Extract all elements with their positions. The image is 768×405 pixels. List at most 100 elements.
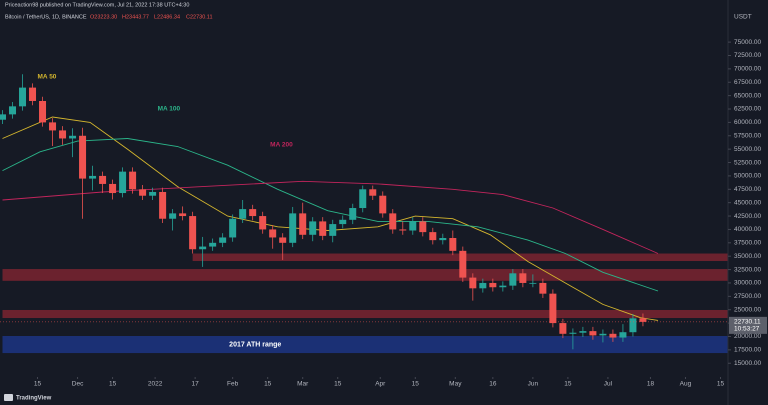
candle-body [319, 221, 327, 236]
y-tick-label: 65000.00 [734, 92, 761, 99]
y-tick-label: 67500.00 [734, 79, 761, 86]
y-tick-label: 55000.00 [734, 146, 761, 153]
candle-body [209, 242, 217, 247]
candle-body [529, 282, 537, 284]
candle-body [439, 238, 447, 241]
y-tick-label: 20000.00 [734, 333, 761, 340]
x-tick-label: Jul [604, 381, 613, 388]
x-tick-label: Jun [528, 381, 539, 388]
candle-body [79, 135, 87, 179]
candle-body [309, 221, 317, 235]
x-tick-label: 17 [192, 381, 200, 388]
symbol: Bitcoin / TetherUS, 1D, BINANCE [5, 14, 87, 20]
candle-body [119, 171, 127, 194]
candle-body [69, 135, 77, 139]
y-tick-label: 70000.00 [734, 66, 761, 73]
candle-body [549, 293, 557, 324]
candle-body [239, 209, 247, 219]
candle-body [149, 191, 157, 196]
publisher: Priceaction98 published on TradingView.c… [5, 2, 189, 8]
x-tick-label: 15 [264, 381, 272, 388]
open-value: O23223.30 [90, 14, 117, 20]
candle-body [159, 191, 167, 219]
zone [2, 309, 729, 319]
candle-body [509, 273, 517, 286]
candle-body [9, 106, 17, 115]
candle-body [519, 273, 527, 283]
y-tick-label: 30000.00 [734, 280, 761, 287]
candle-body [109, 183, 117, 194]
x-tick-label: Dec [72, 381, 84, 388]
candle-body [449, 238, 457, 251]
candle-body [429, 232, 437, 241]
candle-body [89, 175, 97, 179]
candle-body [0, 114, 7, 120]
candle-body [249, 209, 257, 217]
y-tick-label: 17500.00 [734, 347, 761, 354]
candle-body [619, 332, 627, 338]
y-tick-label: 35000.00 [734, 253, 761, 260]
x-tick-label: 15 [564, 381, 572, 388]
y-tick-label: 45000.00 [734, 199, 761, 206]
candle-body [349, 208, 357, 220]
x-tick-label: Apr [375, 381, 386, 388]
x-tick-label: Aug [680, 381, 692, 388]
x-tick-label: 15 [717, 381, 725, 388]
y-tick-label: 52500.00 [734, 159, 761, 166]
close-value: C22730.11 [186, 14, 213, 20]
candle-body [579, 331, 587, 333]
y-tick-label: 50000.00 [734, 173, 761, 180]
candle-body [609, 333, 617, 338]
y-tick-label: 47500.00 [734, 186, 761, 193]
candle-body [19, 87, 27, 107]
candle-body [49, 122, 57, 131]
candle-body [589, 331, 597, 336]
x-tick-label: May [449, 381, 462, 388]
candle-body [299, 213, 307, 235]
x-tick-label: 2022 [148, 381, 163, 388]
candle-body [279, 237, 287, 243]
ma-label: MA 200 [270, 142, 293, 149]
tradingview-logo: TradingView [4, 394, 52, 402]
candle-body [359, 189, 367, 209]
y-tick-label: 15000.00 [734, 360, 761, 367]
candle-body [419, 221, 427, 233]
candle-body [39, 100, 47, 123]
candle-body [459, 250, 467, 278]
y-tick-label: 40000.00 [734, 226, 761, 233]
candle-body [139, 189, 147, 196]
ma-line [2, 116, 659, 321]
candle-body [469, 277, 477, 289]
candle-body [539, 282, 547, 294]
x-tick-label: 18 [647, 381, 655, 388]
candle-body [639, 318, 647, 322]
plot-area: 2017 ATH range MA 50 MA 100 MA 200 [0, 74, 729, 354]
last-price-label: 22730.11 [734, 319, 761, 326]
y-tick-label: 62500.00 [734, 106, 761, 113]
candle-body [389, 213, 397, 230]
candle-body [59, 130, 67, 139]
candle-body [169, 213, 177, 219]
y-tick-label: 37500.00 [734, 240, 761, 247]
zone [2, 335, 729, 354]
candle-body [199, 246, 207, 250]
x-tick-label: 15 [109, 381, 117, 388]
x-tick-label: 15 [34, 381, 42, 388]
candle-body [499, 285, 507, 288]
y-tick-label: 60000.00 [734, 119, 761, 126]
candle-body [479, 282, 487, 289]
ma-label: MA 50 [38, 74, 57, 81]
y-tick-label: 57500.00 [734, 132, 761, 139]
high-value: H23443.77 [122, 14, 149, 20]
candle-body [599, 333, 607, 336]
x-tick-label: 16 [489, 381, 497, 388]
candle-body [289, 213, 297, 243]
candle-body [189, 216, 197, 250]
x-tick-label: 15 [334, 381, 342, 388]
zone-label: 2017 ATH range [229, 341, 281, 348]
candle-body [489, 282, 497, 288]
x-tick-label: 15 [412, 381, 420, 388]
low-value: L22486.34 [154, 14, 180, 20]
